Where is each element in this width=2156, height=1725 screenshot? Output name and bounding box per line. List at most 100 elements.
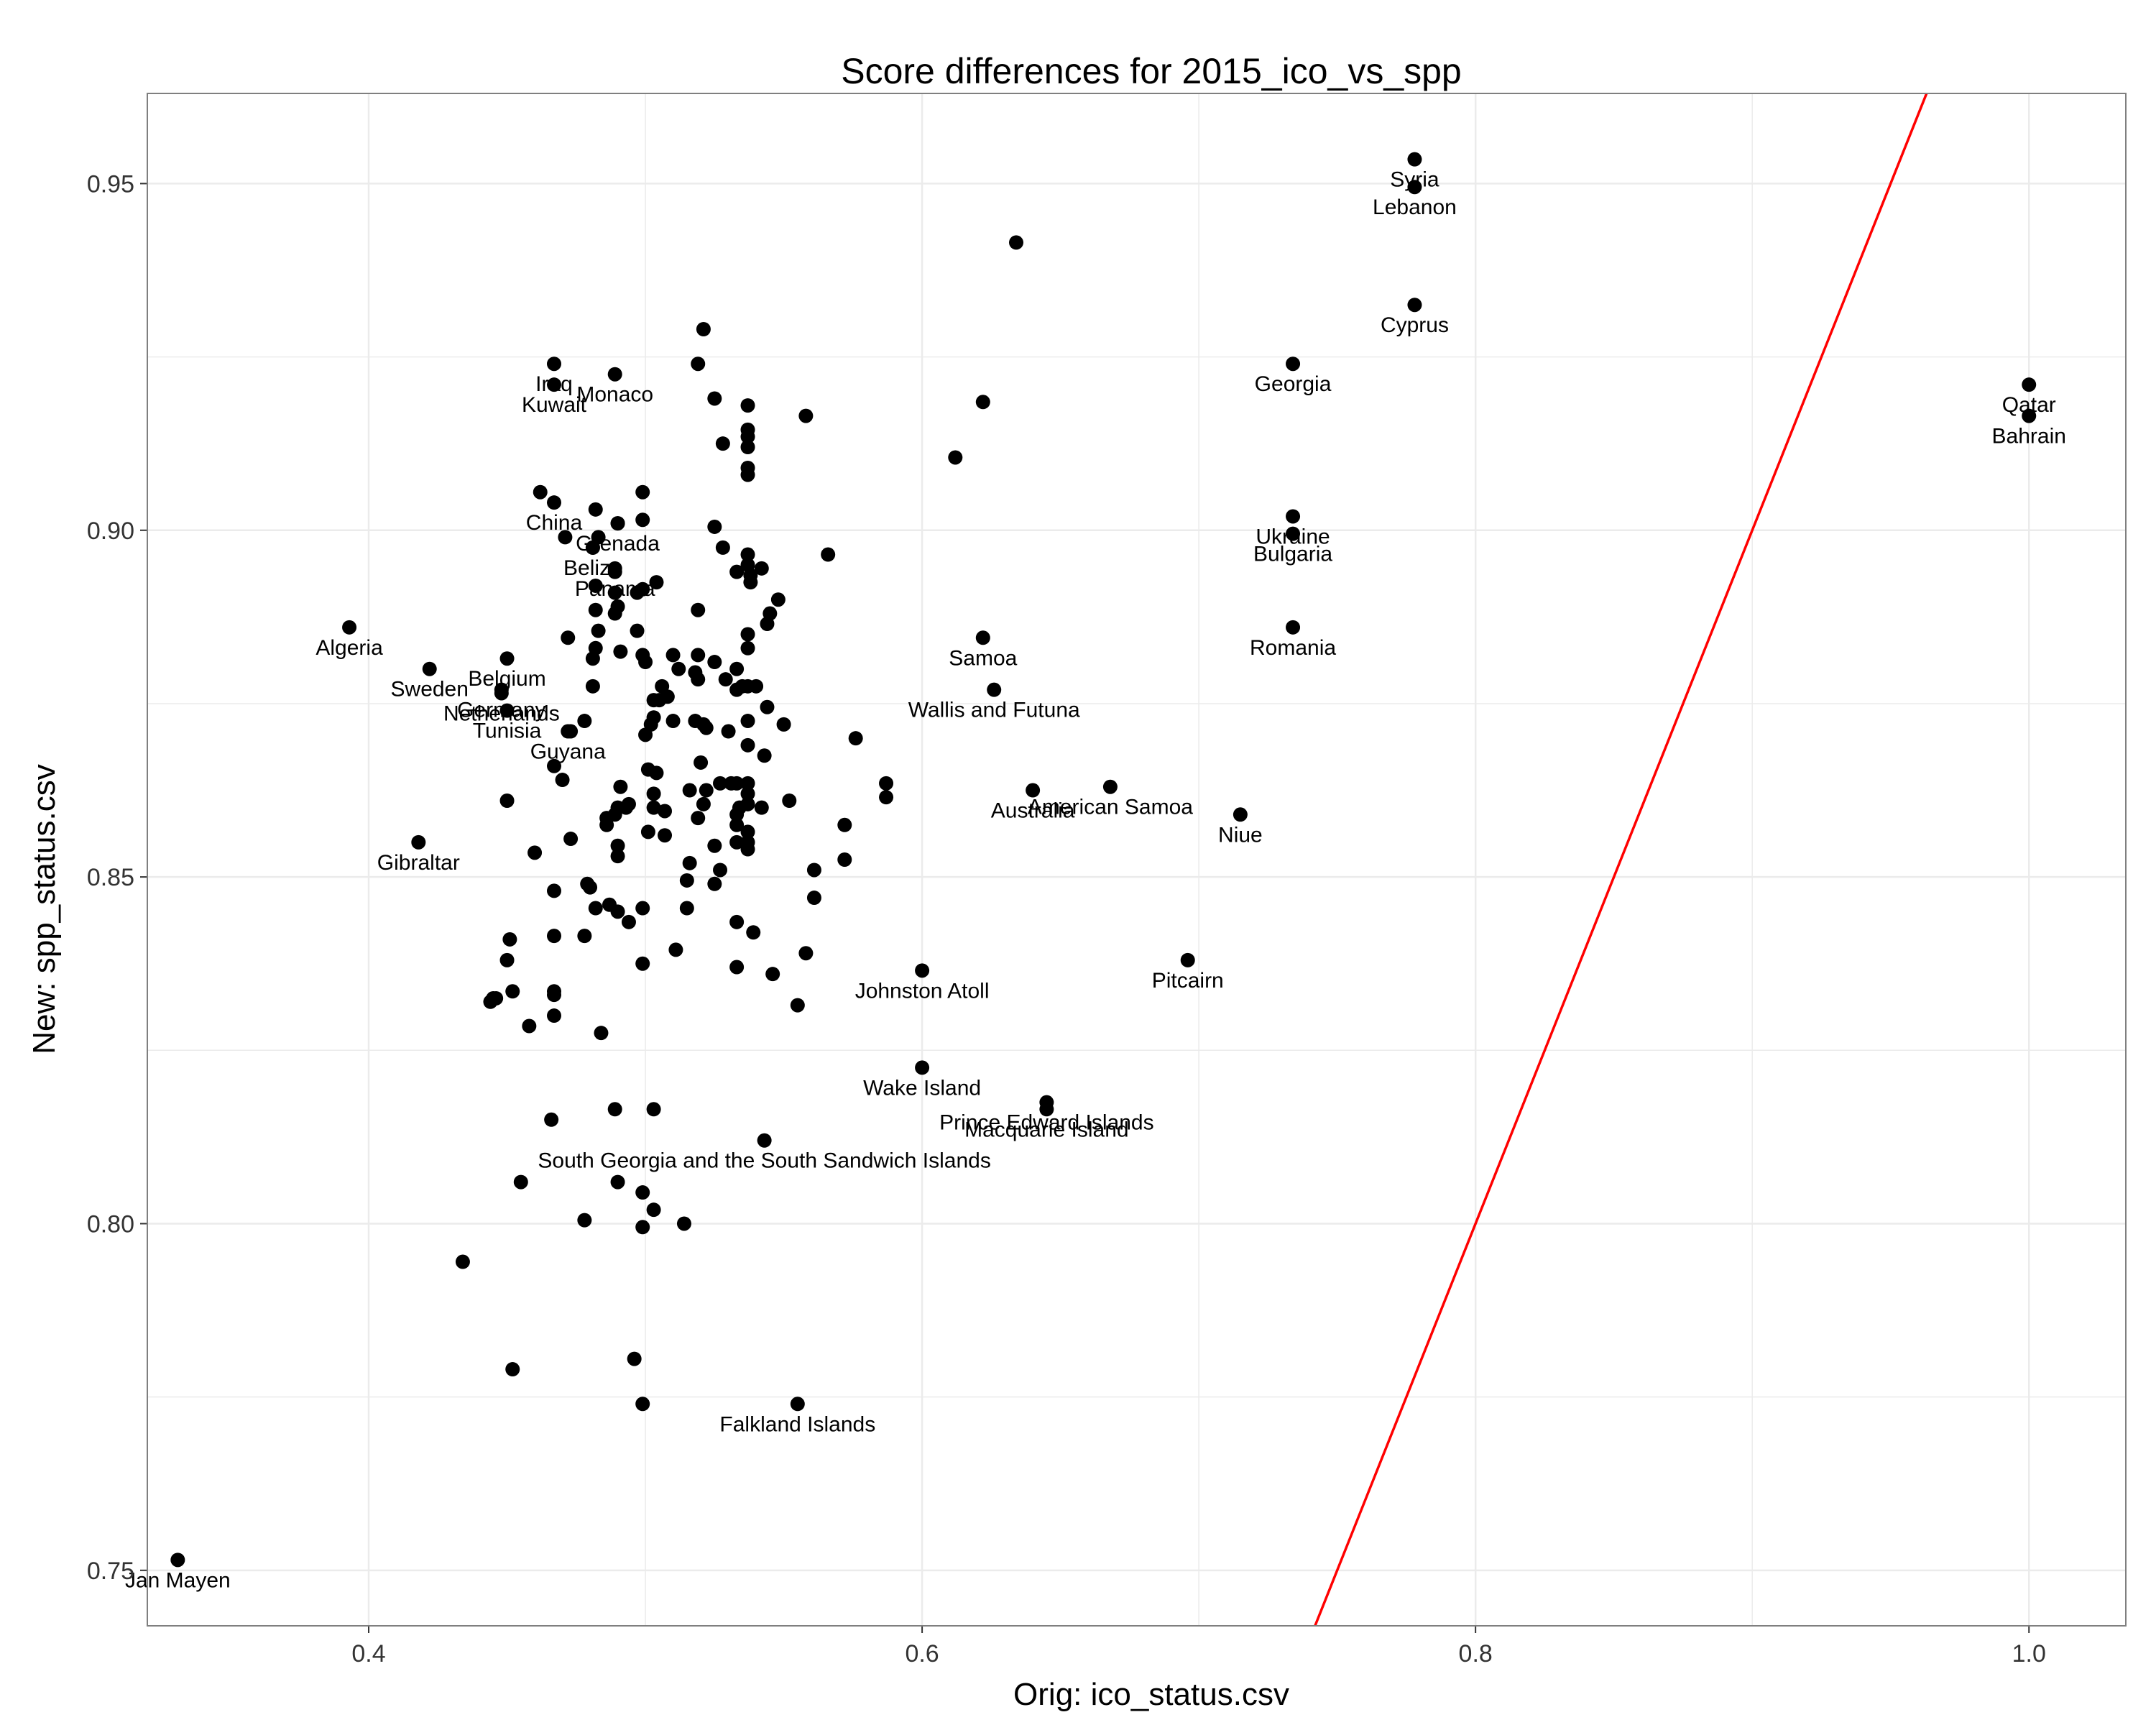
data-point [746,925,761,940]
chart-title: Score differences for 2015_ico_vs_spp [841,51,1462,91]
point-label: Monaco [576,383,653,407]
labeled-data-point [561,724,576,739]
data-point [729,960,745,975]
data-point [740,842,755,857]
data-point [694,755,709,770]
reference-line [1314,93,1928,1627]
data-point [577,1213,592,1228]
data-point [729,661,745,676]
labeled-data-point [585,540,600,555]
labeled-data-point [494,686,509,701]
labeled-data-point [1286,526,1301,541]
data-point [1009,235,1024,250]
data-point [740,398,755,413]
data-point [806,891,821,906]
data-point [707,391,722,406]
data-point [948,450,963,465]
data-point [740,737,755,753]
data-point [729,807,745,822]
data-point [740,429,755,444]
data-point [798,408,814,423]
data-point [635,901,650,916]
data-point [821,547,836,562]
data-point [729,817,745,832]
labeled-data-point [790,1397,805,1412]
data-point [594,1026,609,1041]
labeled-data-point [1233,807,1248,822]
data-point [635,581,650,597]
data-point [682,855,697,870]
data-point [679,873,694,888]
data-point [707,519,722,534]
data-point [682,783,697,798]
data-point [522,1018,537,1034]
data-point [740,824,755,840]
point-label: Panama [575,577,655,601]
point-label: Macquarie Island [964,1118,1128,1141]
labeled-data-point [987,682,1002,697]
data-point [707,876,722,891]
labeled-data-point [915,1060,930,1075]
labeled-data-point [1102,779,1118,794]
point-label: Iraq [535,372,573,396]
data-point [610,849,625,864]
data-point [740,786,755,801]
grid-lines [147,93,2126,1626]
data-point [790,998,805,1013]
point-label: Australia [991,799,1075,823]
data-point [577,714,592,729]
labeled-data-point [547,495,562,510]
data-point [547,988,562,1003]
data-point [740,640,755,656]
x-axis-title: Orig: ico_status.csv [1013,1677,1289,1712]
data-point [699,783,714,798]
data-point [879,790,894,805]
data-point [879,776,894,791]
labeled-data-point [342,620,357,635]
data-point [610,904,625,919]
point-label: Pitcairn [1152,969,1224,993]
y-tick-label: 0.80 [87,1210,134,1238]
data-point [610,1174,625,1190]
data-point [658,828,673,843]
data-point [555,773,570,788]
data-point [837,852,852,867]
data-point [533,484,548,500]
point-label: Falkland Islands [719,1412,875,1436]
data-point [740,776,755,791]
data-point [561,630,576,645]
data-point [740,547,755,562]
x-tick-label: 0.6 [905,1640,939,1668]
data-points [170,152,2037,1568]
labeled-data-point [915,963,930,978]
data-point [696,796,711,811]
point-label: Gibraltar [377,851,460,875]
point-label: Lebanon [1373,196,1457,219]
data-point [713,862,728,878]
data-point [665,714,681,729]
data-point [696,322,711,336]
point-label: Syria [1390,168,1439,192]
point-label: Bulgaria [1253,543,1332,566]
point-label: Jan Mayen [125,1568,231,1592]
data-point [547,758,562,773]
labeled-data-point [607,561,622,576]
data-point [547,883,562,898]
data-point [665,648,681,663]
data-point [707,655,722,670]
labeled-data-point [1407,298,1422,313]
labeled-data-point [607,367,622,382]
point-label: Bahrain [1992,425,2066,448]
data-point [668,942,683,957]
data-point [635,1185,650,1200]
point-label: Niue [1218,823,1263,847]
data-point [740,440,755,454]
data-point [740,714,755,729]
data-point [646,1202,661,1218]
data-point [757,748,772,763]
data-point [646,800,661,815]
data-point [718,672,733,687]
data-point [679,901,694,916]
data-point [621,914,636,929]
